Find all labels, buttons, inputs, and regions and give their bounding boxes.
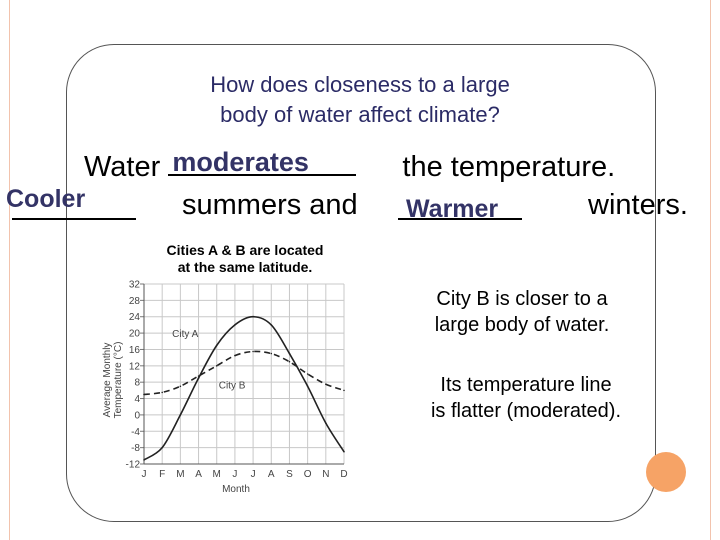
series-label-city-b: City B <box>219 380 246 391</box>
x-tick-label: M <box>176 469 184 480</box>
x-tick-label: J <box>142 469 147 480</box>
x-tick-label: S <box>286 469 293 480</box>
y-tick-label: 16 <box>129 345 141 356</box>
data-point-city-a <box>343 450 345 453</box>
orange-dot-decoration <box>646 452 686 492</box>
y-tick-label: 32 <box>129 280 141 291</box>
answer-warmer: Warmer <box>406 195 499 223</box>
x-tick-label: J <box>232 469 237 480</box>
y-tick-label: -8 <box>131 443 140 454</box>
temperature-chart: 32 28 24 20 16 12 8 4 0 -4 -8 -12 J F M A M J J A S O N D Month A… <box>100 272 350 502</box>
data-point-city-a <box>252 315 254 318</box>
data-point-city-b <box>270 352 273 355</box>
latitude-note: Cities A & B are located at the same lat… <box>140 242 350 276</box>
x-tick-label: N <box>322 469 329 480</box>
data-point-city-b <box>343 389 345 392</box>
word-winters: winters. <box>588 189 688 221</box>
data-point-city-a <box>143 459 145 461</box>
y-axis-label-line-2: Temperature (°C) <box>113 342 124 419</box>
data-point-city-a <box>161 446 163 449</box>
blank-moderates: moderates <box>168 147 357 177</box>
x-tick-label: J <box>251 469 256 480</box>
explanation-line-1: City B is closer to a <box>436 288 608 310</box>
y-tick-label: 4 <box>134 394 140 405</box>
y-tick-label: 12 <box>129 361 141 372</box>
flatter-line-explanation: Its temperature line is flatter (moderat… <box>376 372 676 424</box>
x-tick-label: A <box>195 469 202 480</box>
data-point-city-b <box>179 385 182 388</box>
data-point-city-b <box>252 350 254 353</box>
word-water: Water <box>84 151 161 183</box>
y-tick-label: -4 <box>131 427 140 438</box>
title-line-2: body of water affect climate? <box>220 102 500 127</box>
answer-moderates: moderates <box>172 147 309 177</box>
data-point-city-a <box>306 385 309 388</box>
data-point-city-a <box>325 422 327 424</box>
data-point-city-a <box>270 324 273 326</box>
sentence-line-1: Water moderates the temperature. <box>84 147 616 184</box>
sentence-line-2: Cooler summers and Warmer winters. <box>6 185 712 228</box>
note-line-1: Cities A & B are located <box>166 242 324 258</box>
data-point-city-a <box>179 414 182 416</box>
data-point-city-a <box>197 377 200 379</box>
data-point-city-b <box>288 360 291 363</box>
x-tick-label: F <box>159 469 165 480</box>
y-tick-label: 24 <box>129 312 141 323</box>
blank-warmer: Warmer <box>398 192 522 223</box>
answer-cooler: Cooler <box>6 185 86 213</box>
x-tick-label: D <box>340 469 347 480</box>
data-point-city-b <box>143 393 145 396</box>
x-tick-label: A <box>268 469 275 480</box>
y-tick-label: 0 <box>134 410 140 421</box>
data-point-city-b <box>197 375 200 377</box>
word-the-temperature: the temperature. <box>402 151 616 183</box>
y-tick-label: 8 <box>134 378 140 389</box>
y-tick-label: -12 <box>126 460 141 471</box>
data-point-city-a <box>288 352 291 355</box>
y-axis-label-line-1: Average Monthly <box>102 343 113 418</box>
y-tick-label: 20 <box>129 329 141 340</box>
left-edge-line <box>9 0 10 540</box>
slide-title: How does closeness to a large body of wa… <box>150 70 570 130</box>
data-point-city-b <box>234 354 236 357</box>
x-tick-label: M <box>213 469 221 480</box>
data-point-city-b <box>215 365 218 367</box>
right-edge-line <box>710 0 711 540</box>
series-line-city-a <box>143 315 345 461</box>
x-axis-label: Month <box>222 484 250 495</box>
y-tick-label: 28 <box>129 296 141 307</box>
data-point-city-a <box>234 324 236 326</box>
data-point-city-b <box>161 391 163 394</box>
note-line-2: at the same latitude. <box>177 259 313 275</box>
explanation-line-2: large body of water. <box>434 314 610 336</box>
data-point-city-a <box>215 344 218 347</box>
blank-cooler: Cooler <box>6 185 136 220</box>
series-label-city-a: City A <box>172 329 198 340</box>
explanation-line-4: is flatter (moderated). <box>430 400 622 422</box>
title-line-1: How does closeness to a large <box>210 72 510 97</box>
explanation-line-3: Its temperature line <box>440 374 612 396</box>
city-b-explanation: City B is closer to a large body of wate… <box>378 286 666 338</box>
word-summers-and: summers and <box>182 189 358 221</box>
x-tick-label: O <box>304 469 312 480</box>
slide-card <box>66 44 656 522</box>
series-line-city-b <box>143 350 345 396</box>
data-point-city-b <box>306 373 309 375</box>
data-point-city-b <box>325 383 327 386</box>
